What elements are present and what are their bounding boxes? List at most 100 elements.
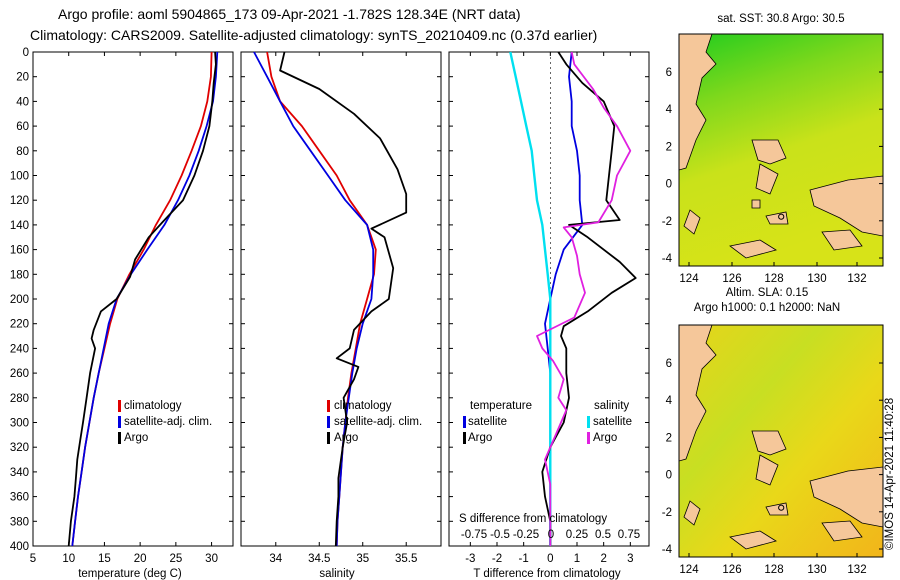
difference-top-ticks: -0.75 -0.5 -0.25 0 0.25 0.5 0.75 xyxy=(461,529,640,541)
x-tick-label: 0 xyxy=(547,553,553,565)
salinity-diff-tick-label: -0.25 xyxy=(513,529,539,541)
difference-top-axis-label: S difference from climatology xyxy=(459,513,607,525)
legend-swatch-argo xyxy=(327,432,330,444)
series-line-salinity-argo xyxy=(536,51,632,546)
depth-tick-label: 220 xyxy=(10,319,29,331)
map-y-tick-label: -4 xyxy=(662,253,673,265)
depth-tick-label: 160 xyxy=(10,245,29,257)
sla-map-title-line-1: Altim. SLA: 0.15 xyxy=(726,287,808,299)
legend-temp-argo: Argo xyxy=(468,432,492,444)
depth-tick-label: 240 xyxy=(10,343,29,355)
legend-satellite: satellite-adj. clim. xyxy=(124,416,212,428)
salinity-axis-label: salinity xyxy=(319,568,354,580)
salinity-diff-tick-label: -0.5 xyxy=(490,529,510,541)
imos-credit: ©IMOS 14-Apr-2021 11:40:28 xyxy=(884,398,896,550)
x-tick-label: 34.5 xyxy=(308,553,330,565)
temperature-plot: 0 20 40 60 80 100 120 140 160 180 200 220 240 260 280 3… xyxy=(10,47,233,565)
difference-axis-label: T difference from climatology xyxy=(473,568,620,580)
legend-sal-satellite: satellite xyxy=(593,416,632,428)
map-x-tick-label: 128 xyxy=(764,564,783,576)
x-tick-label: 30 xyxy=(205,553,218,565)
map-y-tick-label: 6 xyxy=(666,358,672,370)
depth-tick-label: 120 xyxy=(10,195,29,207)
sla-map-title-line-2: Argo h1000: 0.1 h2000: NaN xyxy=(694,302,840,314)
x-tick-label: 35.5 xyxy=(395,553,417,565)
legend-swatch-temp-satellite xyxy=(463,416,466,428)
sla-map-ticks: 124 126 128 130 132 6 4 2 0 -2 -4 xyxy=(662,358,883,576)
temperature-legend: climatology satellite-adj. clim. Argo xyxy=(118,400,212,444)
map-y-tick-label: -2 xyxy=(662,507,672,519)
sla-land xyxy=(679,325,883,550)
depth-tick-label: 180 xyxy=(10,269,29,281)
argo-location-marker xyxy=(778,213,785,220)
depth-tick-label: 60 xyxy=(16,121,29,133)
depth-tick-label: 0 xyxy=(23,47,29,59)
sst-map-title: sat. SST: 30.8 Argo: 30.5 xyxy=(717,13,844,25)
map-x-tick-label: 126 xyxy=(722,273,741,285)
depth-tick-label: 280 xyxy=(10,393,29,405)
series-line-climatology xyxy=(71,51,213,547)
map-x-tick-label: 124 xyxy=(679,273,699,285)
depth-tick-label: 40 xyxy=(16,96,29,108)
sla-map-frame xyxy=(678,324,884,558)
map-y-tick-label: -2 xyxy=(662,216,672,228)
legend-swatch-satellite xyxy=(327,416,330,428)
legend-swatch-climatology xyxy=(327,400,330,412)
legend-swatch-climatology xyxy=(118,400,121,412)
temperature-axis-label: temperature (deg C) xyxy=(78,568,182,580)
depth-tick-label: 300 xyxy=(10,418,29,430)
x-tick-label: 35 xyxy=(356,553,369,565)
x-tick-label: -1 xyxy=(519,553,529,565)
depth-tick-label: 340 xyxy=(10,467,29,479)
sst-land xyxy=(679,34,883,259)
map-y-tick-label: 4 xyxy=(666,395,673,407)
salinity-diff-tick-label: 0 xyxy=(548,529,554,541)
map-x-tick-label: 130 xyxy=(807,273,826,285)
map-y-tick-label: 0 xyxy=(666,179,672,191)
legend-swatch-satellite xyxy=(118,416,121,428)
legend-swatch-temp-argo xyxy=(463,432,466,444)
legend-swatch-sal-satellite xyxy=(587,416,590,428)
series-line-argo xyxy=(279,51,408,547)
map-x-tick-label: 130 xyxy=(807,564,826,576)
x-tick-label: 3 xyxy=(627,553,633,565)
series-line-salinity-satellite xyxy=(509,51,552,546)
map-y-tick-label: -4 xyxy=(662,544,673,556)
difference-plot: -3 -2 -1 0 1 2 3 xyxy=(449,51,649,565)
depth-tick-label: 260 xyxy=(10,368,29,380)
x-tick-label: 25 xyxy=(169,553,182,565)
legend-swatch-argo xyxy=(118,432,121,444)
x-tick-label: 20 xyxy=(134,553,147,565)
map-x-tick-label: 132 xyxy=(847,564,866,576)
map-x-tick-label: 132 xyxy=(847,273,866,285)
legend-temperature-header: temperature xyxy=(470,400,532,412)
series-line-temperature-argo xyxy=(541,51,637,546)
salinity-legend: climatology satellite-adj. clim. Argo xyxy=(327,400,422,444)
sst-map-ticks: 124 126 128 130 132 6 4 2 0 -2 -4 xyxy=(662,67,883,285)
x-tick-label: -3 xyxy=(465,553,475,565)
x-tick-label: 2 xyxy=(600,553,606,565)
depth-tick-label: 380 xyxy=(10,516,29,528)
title-line-1: Argo profile: aoml 5904865_173 09-Apr-20… xyxy=(58,6,521,22)
series-line-climatology xyxy=(266,51,377,547)
x-tick-label: 15 xyxy=(98,553,111,565)
legend-sal-argo: Argo xyxy=(593,432,617,444)
legend-argo: Argo xyxy=(334,432,358,444)
temperature-plot-frame xyxy=(32,51,234,547)
legend-climatology: climatology xyxy=(124,400,182,412)
map-x-tick-label: 128 xyxy=(764,273,783,285)
map-x-tick-label: 126 xyxy=(722,564,741,576)
map-y-tick-label: 0 xyxy=(666,470,672,482)
argo-location-marker xyxy=(778,504,785,511)
sla-map xyxy=(678,324,884,558)
x-tick-label: 1 xyxy=(574,553,580,565)
map-y-tick-label: 4 xyxy=(666,104,673,116)
legend-climatology: climatology xyxy=(334,400,392,412)
salinity-diff-tick-label: 0.5 xyxy=(595,529,611,541)
x-tick-label: 10 xyxy=(62,553,75,565)
x-tick-label: -2 xyxy=(492,553,502,565)
difference-legend: temperature satellite Argo salinity sate… xyxy=(463,400,632,444)
depth-tick-label: 320 xyxy=(10,442,29,454)
depth-tick-label: 140 xyxy=(10,220,29,232)
